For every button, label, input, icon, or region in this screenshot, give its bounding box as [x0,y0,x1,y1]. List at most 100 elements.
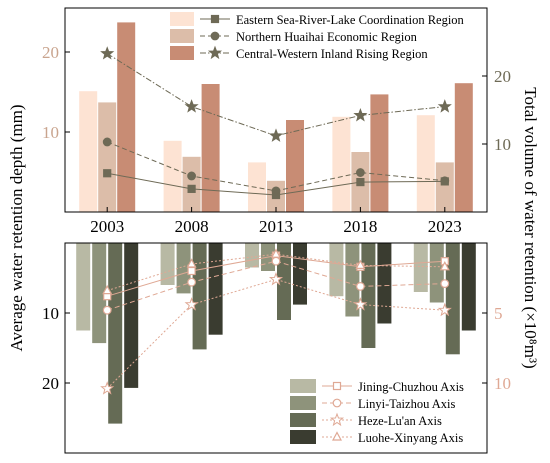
legend-bar-swatch [290,396,316,410]
legend-label: Eastern Sea-River-Lake Coordination Regi… [236,13,465,27]
bottom-bar [124,243,139,388]
right-axis-label: Total volume of water retention (×10⁸m³) [521,87,540,368]
top-bar [332,116,351,212]
bottom-bar [160,243,175,285]
legend-marker [210,31,220,41]
legend-marker [210,14,220,24]
top-bar [286,120,304,212]
top-line-marker [100,46,115,60]
top-line-series [106,53,445,137]
legend-marker [207,45,223,60]
legend-bar-swatch [170,46,194,60]
bottom-line-marker [353,297,368,311]
legend-label: Linyi-Taizhou Axis [358,397,456,411]
bottom-line-marker [271,248,281,258]
top-line-marker [184,99,199,113]
top-line-marker [440,176,450,186]
bottom-right-tick-label: 10 [494,374,511,393]
bottom-line-marker [102,305,112,315]
bottom-bar [245,243,259,268]
bottom-line-marker [356,282,365,291]
legend-bar-swatch [290,413,316,427]
legend-marker [332,431,342,441]
bottom-line-marker [102,284,113,295]
bottom-line-marker [268,271,284,286]
x-tick-label: 2018 [343,217,377,236]
bottom-line-series [107,260,445,311]
bottom-legend: Jining-Chuzhou Axis Linyi-Taizhou Axis Hez… [290,379,464,445]
bottom-left-tick-label: 20 [42,374,59,393]
top-line-marker [356,177,365,187]
bottom-line-marker [440,279,450,289]
top-panel: 10 20 10 20 2003 2008 2013 2018 2023 Eastern Sea-… [42,7,511,236]
top-line-marker [187,171,197,181]
bottom-line-marker [184,297,199,311]
top-line-marker [102,137,112,147]
legend-bar-swatch [170,12,194,26]
bottom-line-marker [187,277,197,287]
bottom-axes-frame [64,242,488,454]
top-bar [435,162,454,212]
legend-label: Jining-Chuzhou Axis [358,380,464,394]
top-legend: Eastern Sea-River-Lake Coordination Regi… [170,12,465,61]
top-bar [416,115,435,212]
legend-marker [329,412,345,427]
top-right-tick-label: 20 [494,67,511,86]
top-left-tick-label: 20 [42,43,59,62]
legend-marker [332,398,342,408]
bottom-bar [329,243,344,297]
bottom-bar [377,243,392,324]
legend-bar-swatch [290,379,316,393]
legend-label: Luohe-Xinyang Axis [358,431,463,445]
top-line-marker [187,184,196,193]
top-bar [98,102,117,212]
top-bar [454,83,473,212]
top-bar [201,84,220,212]
legend-bar-swatch [170,29,194,43]
legend-label: Heze-Lu'an Axis [358,414,442,428]
bottom-right-tick-label: 5 [494,304,503,323]
top-line-marker [103,169,112,178]
bottom-bar [361,243,376,348]
bottom-bar [345,243,360,317]
top-line-marker [437,99,452,113]
x-tick-label: 2023 [428,217,462,236]
bottom-bar [429,243,444,303]
legend-marker [332,381,342,391]
bottom-bar [76,243,91,331]
bottom-line-marker [437,302,452,317]
left-axis-label: Average water retention depth (mm) [7,104,26,351]
bottom-bar [293,243,307,305]
x-tick-label: 2008 [175,217,209,236]
legend-label: Northern Huaihai Economic Region [236,30,418,44]
bottom-panel: 10 20 5 10 Jining-Chuzhou Axis Linyi-Taizhou … [42,242,511,454]
x-tick-label: 2013 [259,217,293,236]
top-line-marker [268,128,284,142]
bottom-bar [108,243,123,424]
bottom-bar [208,243,223,335]
bottom-left-tick-label: 10 [42,304,59,323]
top-bar [370,94,389,212]
bottom-bar [176,243,191,294]
right-axis-label-text: Total volume of water retention (×10⁸m³) [521,87,540,368]
top-right-tick-label: 10 [494,135,511,154]
bottom-line-marker [439,261,450,271]
top-line-marker [353,107,368,122]
top-line-marker [356,168,365,177]
bottom-line-series [106,278,445,389]
top-bar [182,156,201,212]
top-bar [163,140,182,212]
bottom-bar [413,243,428,292]
top-bar [117,22,136,213]
top-bar [79,91,98,212]
top-line-marker [271,186,281,196]
bottom-bar [92,243,107,344]
top-left-tick-label: 10 [42,123,59,142]
bottom-line-marker [186,258,197,268]
legend-label: Central-Western Inland Rising Region [236,47,428,61]
bottom-bar [445,243,460,355]
bottom-line-marker [355,259,366,269]
bottom-bar [192,243,207,350]
